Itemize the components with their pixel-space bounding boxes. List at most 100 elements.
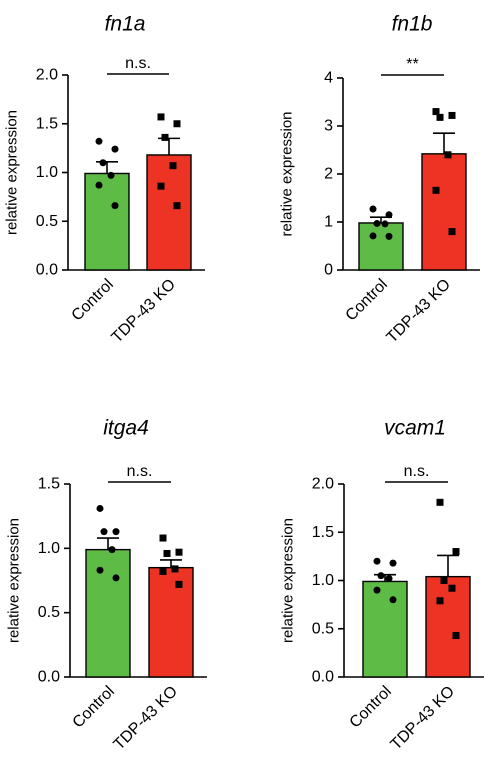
y-axis-label: relative expression [6, 518, 23, 643]
significance-label: n.s. [125, 55, 151, 72]
data-point-control [96, 504, 104, 512]
data-point-control [385, 232, 393, 240]
data-point-control [389, 596, 397, 604]
y-tick-label: 2.0 [312, 476, 334, 493]
data-point-control [95, 137, 103, 145]
bar-Control [85, 548, 131, 678]
category-label: TDP-43 KO [388, 683, 458, 753]
data-point-control [108, 546, 116, 554]
data-point-ko [173, 202, 181, 210]
y-tick-label: 0.0 [38, 669, 60, 686]
y-tick-label: 0.5 [36, 213, 58, 230]
data-point-ko [171, 565, 179, 573]
data-point-control [111, 202, 119, 210]
data-point-ko [169, 162, 177, 170]
data-point-control [377, 572, 385, 580]
data-point-control [373, 586, 381, 594]
data-point-control [385, 575, 393, 583]
data-point-ko [444, 151, 452, 159]
data-point-ko [163, 549, 171, 557]
data-point-ko [175, 580, 183, 588]
chart-panel-itga4: itga4 0.0 0.5 1.0 1.5 relative expression Cont… [6, 416, 207, 753]
category-label: Control [347, 683, 395, 731]
data-point-control [389, 559, 397, 567]
category-label: Control [343, 276, 391, 324]
data-point-ko [173, 120, 181, 128]
data-point-ko [436, 597, 444, 605]
data-point-control [373, 557, 381, 565]
data-point-control [385, 211, 393, 219]
chart-panel-fn1b: fn1b 0 1 2 3 4 relative expression ControlTDP-4… [279, 12, 480, 346]
data-point-control [381, 220, 389, 228]
data-point-ko [432, 186, 440, 194]
y-tick-label: 0.0 [36, 262, 58, 279]
data-point-ko [448, 228, 456, 236]
data-point-control [373, 219, 381, 227]
y-tick-label: 2 [324, 166, 333, 183]
y-tick-label: 1.5 [36, 115, 58, 132]
y-tick-label: 4 [324, 70, 333, 87]
bar-TDP-43 KO [425, 575, 471, 678]
y-tick-label: 1.0 [36, 164, 58, 181]
category-label: TDP-43 KO [384, 276, 454, 346]
data-point-ko [432, 108, 440, 116]
data-point-control [111, 145, 119, 153]
y-axis-label: relative expression [279, 111, 296, 236]
chart-title: itga4 [103, 416, 149, 439]
y-tick-label: 3 [324, 118, 333, 135]
category-label: Control [69, 276, 117, 324]
y-tick-label: 0.5 [38, 604, 60, 621]
data-point-ko [157, 182, 165, 190]
chart-panel-fn1a: fn1a 0.0 0.5 1.0 1.5 2.0 relative expression Co… [4, 12, 205, 346]
data-point-control [96, 566, 104, 574]
data-point-ko [436, 113, 444, 121]
category-label: Control [70, 683, 118, 731]
data-point-control [100, 528, 108, 536]
data-point-ko [175, 548, 183, 556]
y-tick-label: 0.0 [312, 669, 334, 686]
bar-Control [362, 580, 408, 678]
data-point-control [95, 181, 103, 189]
category-label: TDP-43 KO [111, 683, 181, 753]
significance-label: n.s. [404, 463, 430, 480]
data-point-control [112, 574, 120, 582]
y-axis-label: relative expression [4, 110, 21, 235]
bar-Control [358, 222, 404, 271]
data-point-ko [448, 111, 456, 119]
data-point-control [369, 232, 377, 240]
bar-TDP-43 KO [421, 153, 467, 271]
y-axis-label: relative expression [280, 518, 297, 643]
data-point-control [99, 159, 107, 167]
y-tick-label: 2.0 [36, 67, 58, 84]
data-point-ko [159, 567, 167, 575]
bar-Control [84, 172, 130, 271]
data-point-control [112, 528, 120, 536]
chart-title: fn1b [392, 12, 433, 35]
bar-TDP-43 KO [148, 566, 194, 678]
y-tick-label: 0 [324, 262, 333, 279]
y-tick-label: 1.5 [38, 476, 60, 493]
data-point-ko [452, 632, 460, 640]
chart-title: fn1a [105, 12, 146, 35]
significance-label: n.s. [127, 463, 153, 480]
y-tick-label: 1.0 [38, 540, 60, 557]
y-tick-label: 1.5 [312, 524, 334, 541]
data-point-control [107, 171, 115, 179]
data-point-ko [452, 548, 460, 556]
significance-label: ** [406, 56, 418, 73]
category-label: TDP-43 KO [109, 276, 179, 346]
data-point-ko [440, 577, 448, 584]
chart-panel-vcam1: vcam1 0.0 0.5 1.0 1.5 2.0 relative expression C… [280, 416, 484, 753]
y-tick-label: 1 [324, 214, 333, 231]
y-tick-label: 0.5 [312, 620, 334, 637]
bar-TDP-43 KO [146, 154, 192, 271]
data-point-ko [157, 113, 165, 121]
data-point-ko [161, 133, 169, 141]
data-point-ko [159, 534, 167, 542]
chart-title: vcam1 [384, 416, 446, 439]
data-point-ko [448, 584, 456, 592]
data-point-ko [436, 498, 444, 506]
y-tick-label: 1.0 [312, 572, 334, 589]
